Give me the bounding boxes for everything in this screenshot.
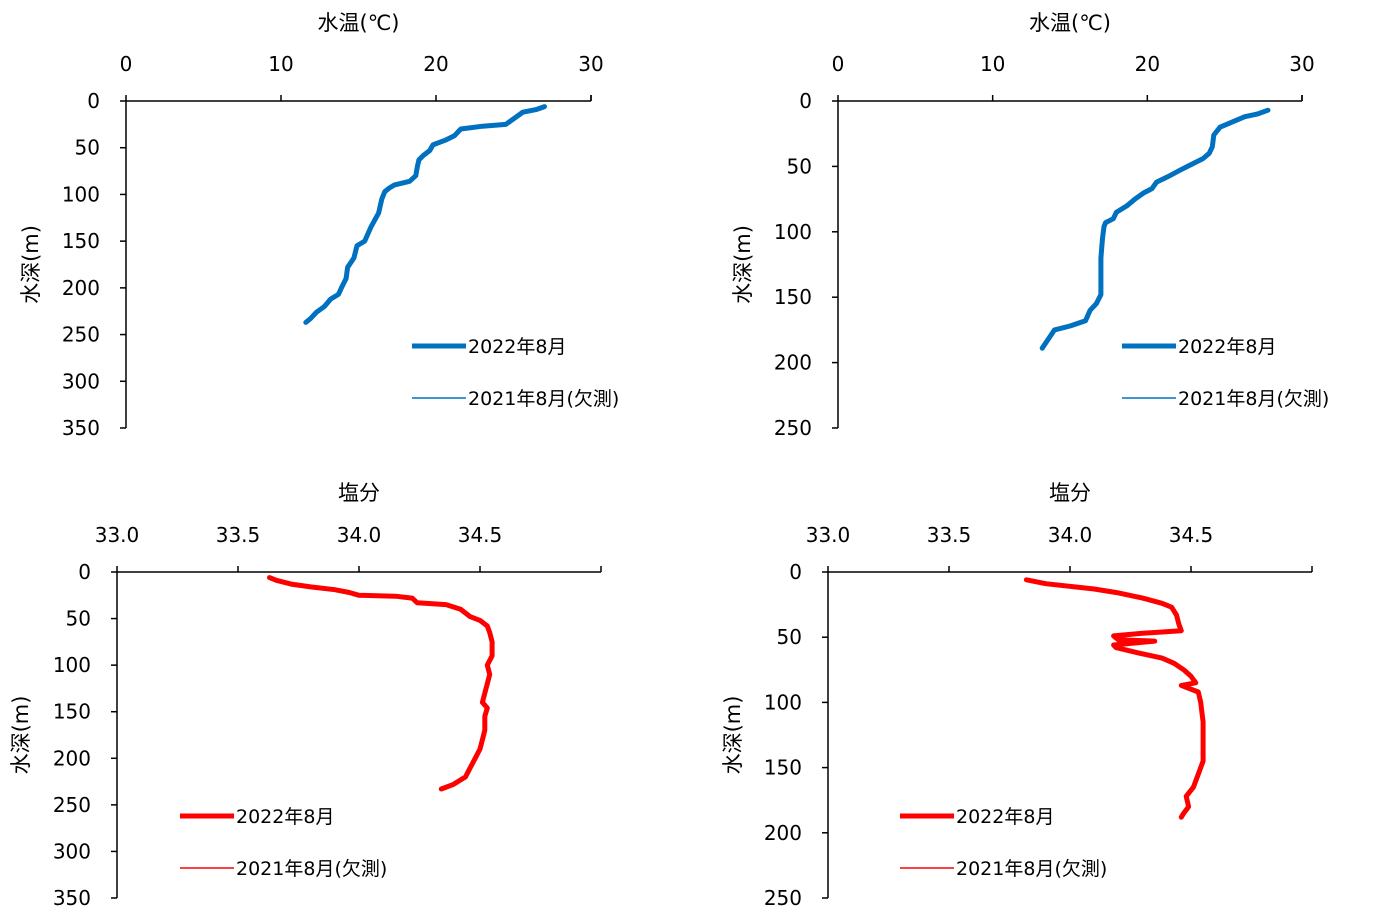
y-axis-label: 水深(m) [9,696,33,775]
x-tick-label: 34.0 [1048,523,1093,547]
y-tick-label: 100 [62,182,100,206]
y-tick-label: 200 [62,276,100,300]
x-tick-label: 20 [1135,52,1160,76]
y-tick-label: 250 [764,886,802,910]
legend-label-2: 2021年8月(欠測) [956,858,1107,880]
x-tick-label: 34.5 [1169,523,1214,547]
y-tick-label: 150 [774,285,812,309]
y-tick-label: 50 [777,625,802,649]
chart-title: 水温(℃) [1029,11,1111,35]
y-tick-label: 150 [62,229,100,253]
x-tick-label: 0 [120,52,133,76]
legend-label-1: 2022年8月 [468,336,566,358]
chart-panel-3: 塩分 33.0 33.5 34.0 34.5 0 50 100 150 200 250 300 350 水… [9,481,602,910]
y-tick-label: 0 [78,560,91,584]
y-tick-label: 0 [87,89,100,113]
x-tick-label: 34.0 [337,523,382,547]
legend-label-1: 2022年8月 [956,806,1054,828]
legend-label-2: 2021年8月(欠測) [236,858,387,880]
y-tick-label: 300 [53,839,91,863]
y-tick-label: 100 [764,690,802,714]
chart-title: 水温(℃) [318,11,400,35]
y-tick-label: 300 [62,369,100,393]
y-tick-label: 250 [774,416,812,440]
y-tick-label: 100 [774,220,812,244]
x-tick-label: 30 [1289,52,1314,76]
x-tick-label: 34.5 [458,523,503,547]
legend-label-2: 2021年8月(欠測) [1178,388,1329,410]
x-tick-label: 33.0 [806,523,851,547]
y-tick-label: 200 [774,351,812,375]
y-tick-label: 50 [75,136,100,160]
legend-label-1: 2022年8月 [1178,336,1276,358]
y-axis-label: 水深(m) [19,225,43,304]
chart-panel-1: 水温(℃)0 10 20 30050100150200250300350水深(m)20… [19,11,619,440]
chart-title: 塩分 [338,481,380,505]
x-tick-label: 20 [423,52,448,76]
x-tick-label: 10 [268,52,293,76]
y-tick-label: 50 [787,154,812,178]
x-tick-label: 33.0 [95,523,140,547]
y-tick-label: 50 [66,607,91,631]
y-axis-label: 水深(m) [721,696,745,775]
x-tick-label: 33.5 [216,523,261,547]
y-tick-label: 200 [53,746,91,770]
legend-label-2: 2021年8月(欠測) [468,388,619,410]
series-line-1 [1039,107,1271,351]
y-tick-label: 350 [62,416,100,440]
x-tick-label: 33.5 [927,523,972,547]
y-tick-label: 200 [764,821,802,845]
series-line-1 [267,575,495,792]
chart-panel-2: 水温(℃) 0 10 20 30 0 50 100 150 200 250 水深(m) 2022年8月 2… [731,11,1329,440]
y-tick-label: 100 [53,653,91,677]
y-tick-label: 150 [764,756,802,780]
chart-panel-4: 塩分 33.0 33.5 34.0 34.5 0 50 100 150 200 250 水深(m) 20… [721,481,1313,910]
y-tick-label: 350 [53,886,91,910]
x-tick-label: 10 [980,52,1005,76]
chart-title: 塩分 [1049,481,1091,505]
y-tick-label: 150 [53,700,91,724]
series-line-1 [303,104,547,325]
y-axis-label: 水深(m) [731,225,755,304]
y-tick-label: 250 [53,793,91,817]
legend-label-1: 2022年8月 [236,806,334,828]
y-tick-label: 250 [62,323,100,347]
series-line-1 [1023,577,1206,820]
y-tick-label: 0 [789,560,802,584]
x-tick-label: 0 [832,52,845,76]
y-tick-label: 0 [799,89,812,113]
x-tick-label: 30 [578,52,603,76]
